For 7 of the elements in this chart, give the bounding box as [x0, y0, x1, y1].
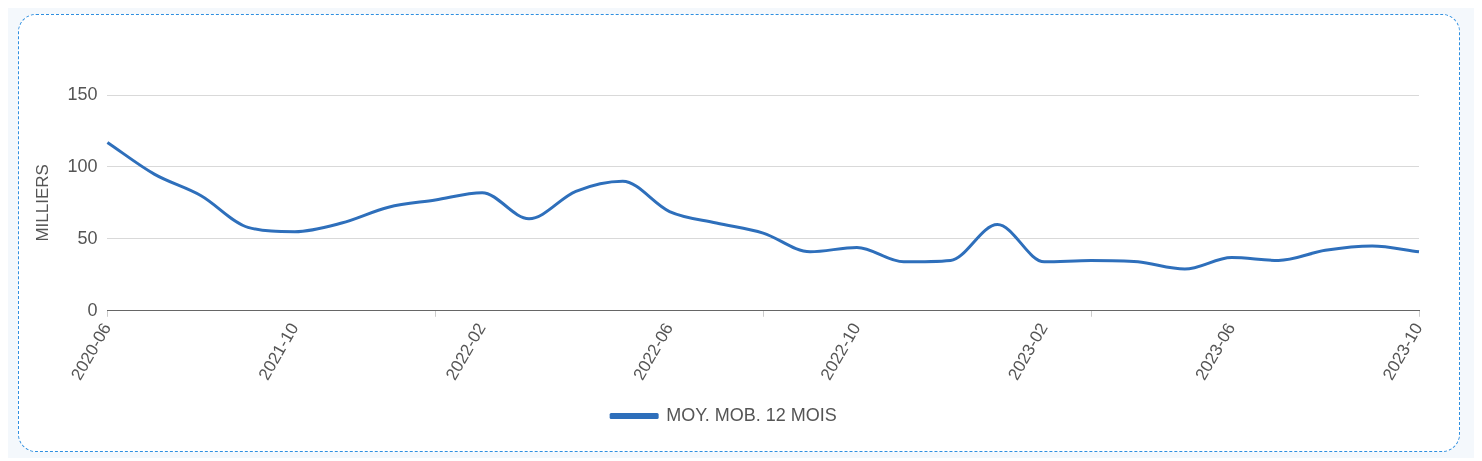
y-tick-label: 50 — [77, 227, 98, 248]
legend-label: MOY. MOB. 12 MOIS — [666, 404, 837, 425]
y-axis-title: MILLIERS — [32, 164, 52, 242]
y-tick-label: 150 — [67, 83, 98, 104]
line-series — [105, 140, 1421, 271]
y-tick-label: 0 — [87, 299, 98, 320]
y-tick-label: 100 — [67, 155, 98, 176]
